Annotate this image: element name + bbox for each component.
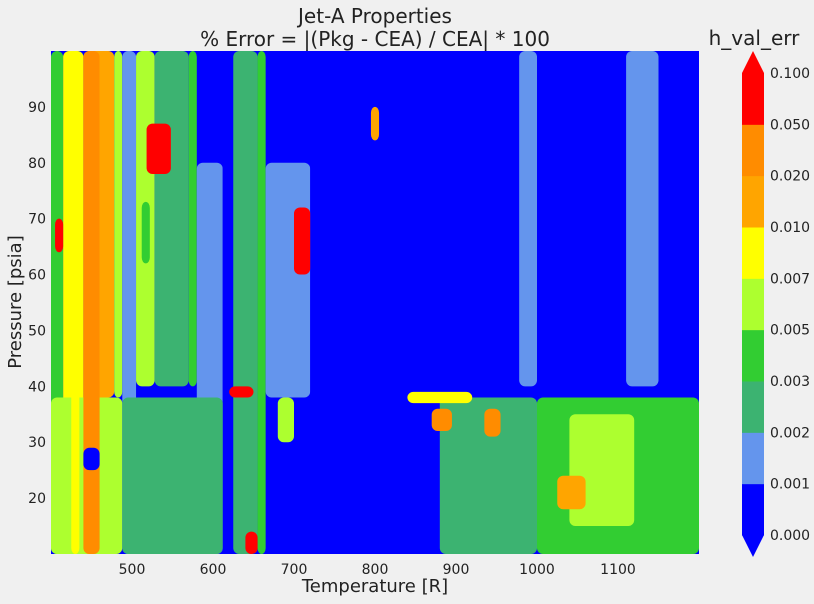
colorbar-tick-label: 0.002 xyxy=(770,425,810,441)
x-tick-label: 1100 xyxy=(600,562,636,578)
x-tick-label: 500 xyxy=(119,562,146,578)
contour-region xyxy=(431,408,452,432)
x-tick-label: 800 xyxy=(362,562,389,578)
x-tick-label: 600 xyxy=(200,562,227,578)
x-axis-label: Temperature [R] xyxy=(301,576,448,597)
contour-region xyxy=(229,386,254,398)
colorbar-segment xyxy=(742,329,764,382)
y-axis-ticks: 20 30 40 50 60 70 80 90 xyxy=(28,100,46,507)
contour-region xyxy=(484,408,501,437)
contour-region xyxy=(114,51,123,398)
chart-title-line1: Jet-A Properties xyxy=(296,4,452,28)
colorbar-tick-label: 0.020 xyxy=(770,169,810,185)
contour-region xyxy=(99,51,112,387)
colorbar-title: h_val_err xyxy=(709,26,801,50)
contour-region xyxy=(222,51,234,554)
y-tick-label: 90 xyxy=(28,100,46,116)
contour-region xyxy=(188,51,197,387)
contour-region xyxy=(71,51,80,554)
contour-region xyxy=(519,51,537,387)
x-tick-label: 700 xyxy=(281,562,308,578)
x-tick-label: 900 xyxy=(443,562,470,578)
x-axis-ticks: 500 600 700 800 900 1000 1100 xyxy=(119,562,636,578)
contour-region xyxy=(658,51,699,387)
y-tick-label: 80 xyxy=(28,156,46,172)
colorbar-segment xyxy=(742,278,764,331)
contour-region xyxy=(122,397,223,554)
colorbar-tick-label: 0.001 xyxy=(770,477,810,493)
colorbar-tick-label: 0.050 xyxy=(770,117,810,133)
contour-region xyxy=(370,106,380,141)
y-axis-label: Pressure [psia] xyxy=(5,235,26,368)
y-tick-label: 70 xyxy=(28,212,46,228)
contour-region xyxy=(407,391,473,404)
contour-region xyxy=(55,218,64,253)
y-tick-label: 60 xyxy=(28,268,46,284)
colorbar-tick-label: 0.000 xyxy=(770,528,810,544)
colorbar-tick-label: 0.100 xyxy=(770,66,810,82)
colorbar-tick-label: 0.010 xyxy=(770,220,810,236)
contour-region xyxy=(626,51,659,387)
colorbar-segment xyxy=(742,73,764,125)
colorbar-tick-label: 0.007 xyxy=(770,271,810,287)
colorbar-tick-label: 0.003 xyxy=(770,374,810,390)
contour-region xyxy=(257,51,266,554)
colorbar-segment xyxy=(742,432,764,485)
contour-region xyxy=(557,475,586,510)
y-tick-label: 30 xyxy=(28,435,46,451)
contour-regions xyxy=(51,51,699,554)
x-tick-label: 1000 xyxy=(519,562,555,578)
contour-region xyxy=(146,123,171,174)
contour-region xyxy=(294,207,311,275)
colorbar-tick-label: 0.005 xyxy=(770,323,810,339)
plot-area xyxy=(51,51,699,554)
y-tick-label: 40 xyxy=(28,379,46,395)
contour-region xyxy=(233,51,258,554)
contour-region xyxy=(245,531,258,554)
colorbar-segment xyxy=(742,175,764,228)
contour-region xyxy=(141,201,150,264)
colorbar-segment xyxy=(742,124,764,177)
colorbar[interactable] xyxy=(742,51,764,557)
contour-region xyxy=(569,414,635,527)
contour-region xyxy=(277,397,294,443)
y-tick-label: 20 xyxy=(28,491,46,507)
contour-region xyxy=(83,51,100,554)
contour-region xyxy=(265,162,311,398)
chart-title-line2: % Error = |(Pkg - CEA) / CEA| * 100 xyxy=(200,27,550,51)
contour-region xyxy=(83,447,100,471)
colorbar-segment xyxy=(742,483,764,536)
colorbar-segment xyxy=(742,227,764,279)
colorbar-over-arrow xyxy=(742,51,764,73)
chart-title: Jet-A Properties % Error = |(Pkg - CEA) … xyxy=(200,4,550,51)
y-tick-label: 50 xyxy=(28,323,46,339)
colorbar-ticks: 0.000 0.001 0.002 0.003 0.005 0.007 0.010 0.020… xyxy=(770,66,810,544)
colorbar-segment xyxy=(742,381,764,433)
contour-region xyxy=(439,397,537,554)
contour-region xyxy=(154,51,189,387)
colorbar-under-arrow xyxy=(742,535,764,557)
